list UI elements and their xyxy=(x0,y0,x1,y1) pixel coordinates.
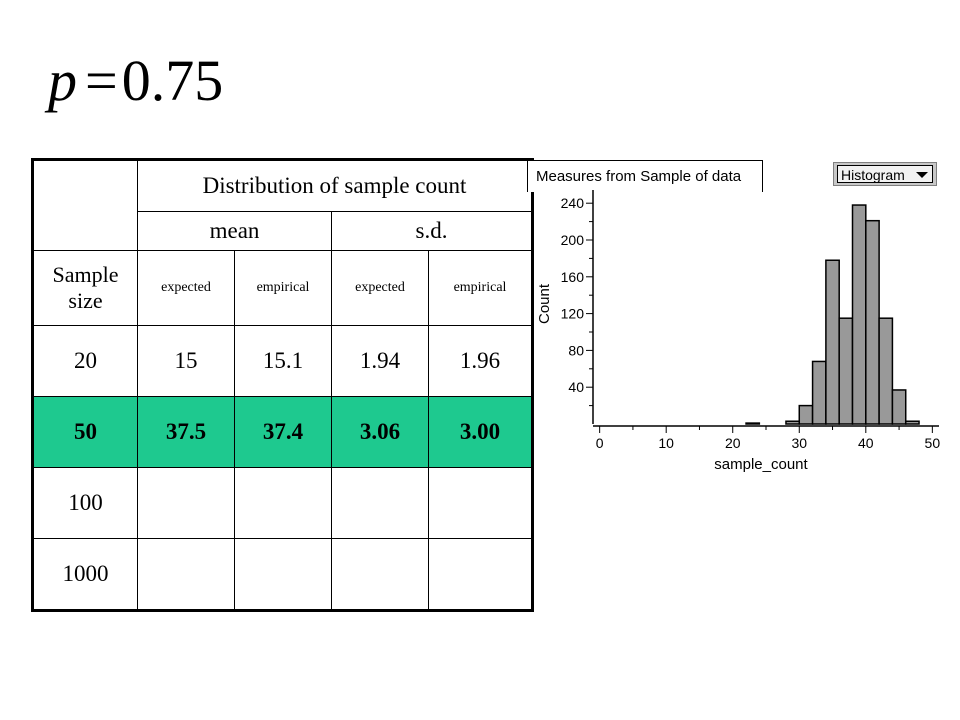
formula-variable: p xyxy=(48,48,77,113)
probability-formula: p =0.75 xyxy=(48,52,223,110)
mean-expected-cell xyxy=(137,467,235,539)
table-row-highlighted: 50 37.5 37.4 3.06 3.00 xyxy=(32,396,533,468)
x-axis-label: sample_count xyxy=(714,456,808,473)
table-title: Distribution of sample count xyxy=(137,159,533,212)
x-tick-label: 10 xyxy=(658,435,674,451)
sample-size-cell: 100 xyxy=(32,467,138,539)
sd-expected-cell xyxy=(331,467,429,539)
y-tick-label: 200 xyxy=(561,232,585,248)
sd-expected-cell: 3.06 xyxy=(331,396,429,468)
mean-expected-cell: 15 xyxy=(137,325,235,397)
graph-title-tab[interactable]: Measures from Sample of data xyxy=(527,160,763,192)
x-tick-label: 0 xyxy=(596,435,604,451)
sd-header: s.d. xyxy=(331,211,533,251)
histogram-chart: 40 80 120 160 200 240 Count 0 10 20 30 40 50 sample_c… xyxy=(536,190,941,473)
mean-empirical-header: empirical xyxy=(234,250,332,326)
y-tick-label: 240 xyxy=(561,195,585,211)
histogram-bar xyxy=(878,317,894,425)
sample-size-cell: 50 xyxy=(32,396,138,468)
sd-expected-cell: 1.94 xyxy=(331,325,429,397)
x-tick-label: 40 xyxy=(858,435,874,451)
x-tick-label: 30 xyxy=(791,435,807,451)
graph-window: Measures from Sample of data Histogram 4… xyxy=(527,158,943,480)
y-tick-label: 80 xyxy=(568,342,584,358)
sd-expected-header: expected xyxy=(331,250,429,326)
graph-type-dropdown[interactable]: Histogram xyxy=(833,162,937,186)
sd-empirical-cell xyxy=(428,538,533,611)
mean-empirical-cell: 37.4 xyxy=(234,396,332,468)
table-row: 20 15 15.1 1.94 1.96 xyxy=(32,325,533,397)
sd-empirical-cell: 3.00 xyxy=(428,396,533,468)
mean-empirical-cell: 15.1 xyxy=(234,325,332,397)
sd-empirical-cell xyxy=(428,467,533,539)
histogram-bar xyxy=(785,420,801,425)
mean-expected-cell: 37.5 xyxy=(137,396,235,468)
y-tick-label: 120 xyxy=(561,306,585,322)
histogram-bar xyxy=(825,259,840,425)
x-tick-label: 20 xyxy=(725,435,741,451)
table-corner-cell xyxy=(32,159,138,251)
mean-expected-cell xyxy=(137,538,235,611)
mean-empirical-cell xyxy=(234,467,332,539)
sample-size-cell: 20 xyxy=(32,325,138,397)
sd-expected-cell xyxy=(331,538,429,611)
y-tick-label: 40 xyxy=(568,379,584,395)
y-axis-label: Count xyxy=(536,283,553,324)
mean-expected-header: expected xyxy=(137,250,235,326)
histogram-bar xyxy=(745,422,761,425)
table-row: 1000 xyxy=(32,538,533,611)
histogram-bar xyxy=(838,317,854,425)
formula-value: 0.75 xyxy=(121,48,224,113)
histogram-bar xyxy=(798,404,814,425)
histogram-bar xyxy=(851,204,867,425)
histogram-bar xyxy=(904,420,920,425)
table-row: 100 xyxy=(32,467,533,539)
histogram-bar xyxy=(811,360,827,425)
graph-type-value: Histogram xyxy=(841,167,905,183)
sample-size-header: Sample size xyxy=(32,250,138,326)
sample-count-table: Distribution of sample count mean s.d. S… xyxy=(31,158,534,612)
mean-header: mean xyxy=(137,211,332,251)
sd-empirical-header: empirical xyxy=(428,250,533,326)
sd-empirical-cell: 1.96 xyxy=(428,325,533,397)
formula-equals: = xyxy=(85,48,118,113)
histogram-bar xyxy=(891,389,907,425)
mean-empirical-cell xyxy=(234,538,332,611)
x-tick-label: 50 xyxy=(925,435,941,451)
dropdown-arrow-icon xyxy=(916,172,928,178)
histogram-bar xyxy=(865,219,880,425)
sample-size-cell: 1000 xyxy=(32,538,138,611)
y-tick-label: 160 xyxy=(561,269,585,285)
